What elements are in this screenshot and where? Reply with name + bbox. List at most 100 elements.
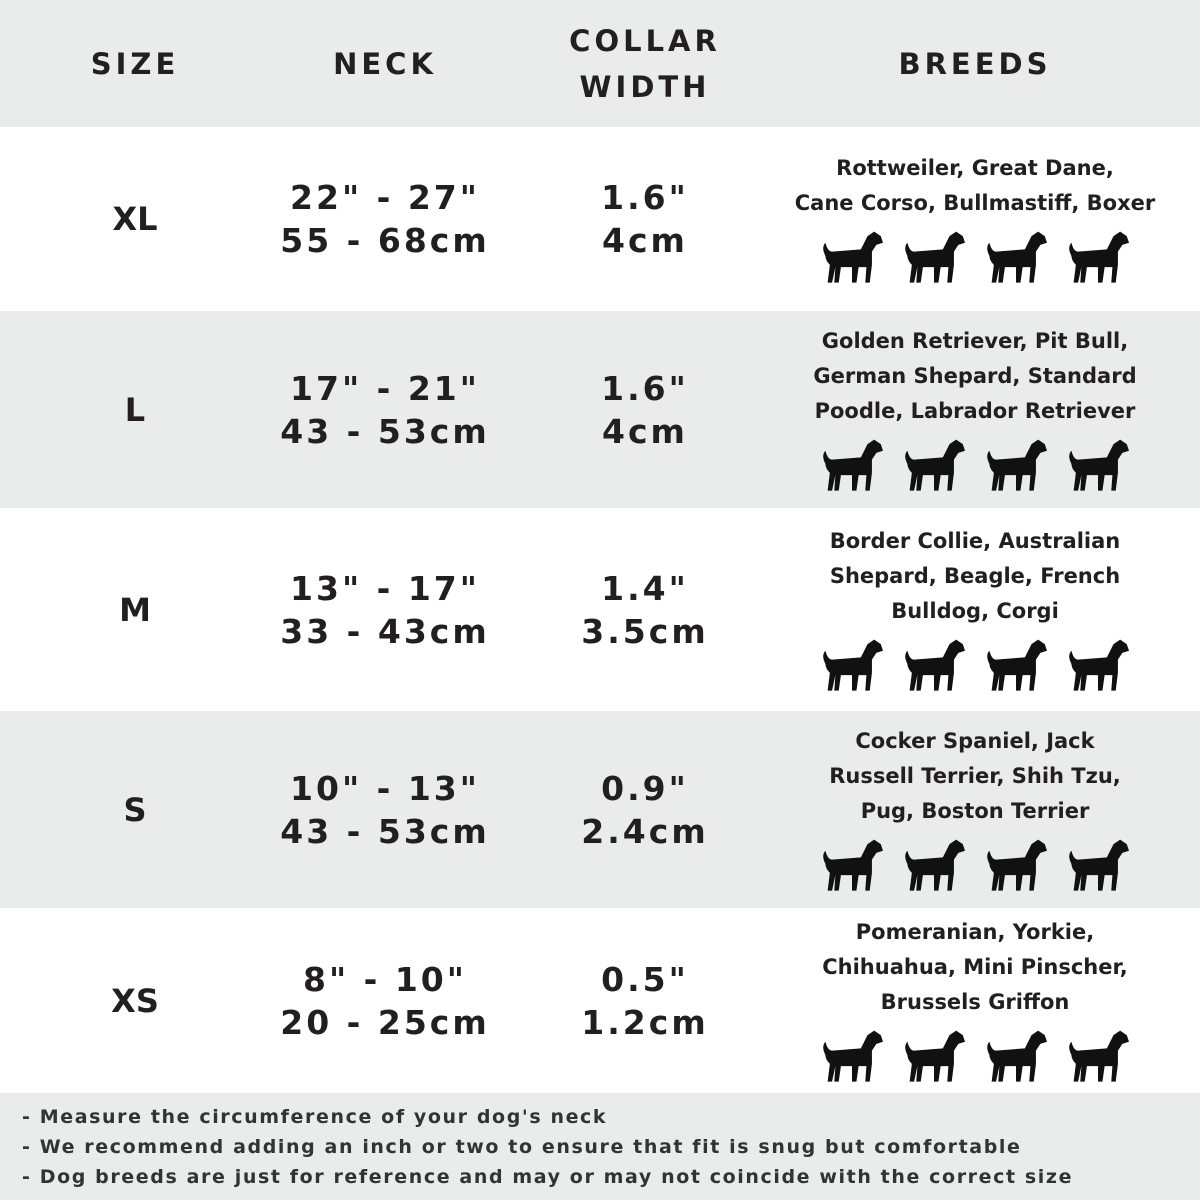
header-cell: COLLAR WIDTH <box>530 0 760 127</box>
breed-text: Poodle, Labrador Retriever <box>814 399 1136 423</box>
header-cell: BREEDS <box>770 0 1180 127</box>
collar-text: 4cm <box>602 411 688 451</box>
neck-text: 33 - 43cm <box>280 611 490 651</box>
breeds-cell: Rottweiler, Great Dane, Cane Corso, Bullm… <box>770 127 1180 311</box>
collar-cell: 1.6" 4cm <box>530 311 760 508</box>
dog-icon <box>900 433 968 495</box>
size-cell: L <box>30 311 240 508</box>
size-cell: XS <box>30 908 240 1093</box>
breed-text: Brussels Griffon <box>880 990 1070 1014</box>
breed-text: Border Collie, Australian <box>829 529 1121 553</box>
neck-text: 20 - 25cm <box>280 1002 490 1042</box>
header-cell: SIZE <box>30 0 240 127</box>
size-label: S <box>123 790 147 829</box>
dog-icon <box>818 225 886 287</box>
note: - We recommend adding an inch or two to … <box>22 1135 1022 1158</box>
breed-icons <box>818 633 1132 695</box>
neck-text: 43 - 53cm <box>280 411 490 451</box>
dog-icon <box>982 633 1050 695</box>
table-row: XS 8" - 10" 20 - 25cm 0.5" 1.2cm Pomeranian, … <box>0 908 1200 1093</box>
dog-icon <box>818 833 886 895</box>
neck-cell: 8" - 10" 20 - 25cm <box>250 908 520 1093</box>
dog-icon <box>818 433 886 495</box>
collar-text: 1.6" <box>601 178 689 217</box>
dog-icon <box>1064 433 1132 495</box>
dog-icon <box>818 1024 886 1086</box>
dog-icon <box>1064 633 1132 695</box>
header: SIZE NECK COLLAR WIDTH BREEDS <box>0 0 1200 127</box>
dog-icon <box>818 633 886 695</box>
neck-text: 13" - 17" <box>290 568 480 608</box>
breeds-cell: Border Collie, Australian Shepard, Beagle… <box>770 508 1180 711</box>
neck-cell: 10" - 13" 43 - 53cm <box>250 711 520 908</box>
dog-icon <box>982 433 1050 495</box>
collar-text: 0.9" <box>601 768 689 808</box>
header-text: WIDTH <box>579 69 711 104</box>
collar-text: 1.2cm <box>581 1002 709 1042</box>
breed-icons <box>818 225 1132 287</box>
breeds-cell: Cocker Spaniel, Jack Russell Terrier, Shi… <box>770 711 1180 908</box>
collar-text: 1.4" <box>601 568 689 608</box>
size-cell: S <box>30 711 240 908</box>
breed-text: Russell Terrier, Shih Tzu, <box>829 764 1121 788</box>
size-label: XL <box>112 200 158 238</box>
collar-cell: 1.6" 4cm <box>530 127 760 311</box>
neck-text: 8" - 10" <box>303 959 467 999</box>
size-cell: XL <box>30 127 240 311</box>
collar-text: 2.4cm <box>581 811 709 851</box>
note: - Dog breeds are just for reference and … <box>22 1165 1074 1188</box>
neck-text: 43 - 53cm <box>280 811 490 851</box>
dog-icon <box>1064 833 1132 895</box>
dog-icon <box>900 1024 968 1086</box>
breed-text: Pug, Boston Terrier <box>860 799 1090 823</box>
collar-text: 4cm <box>602 221 688 260</box>
header-text: BREEDS <box>898 46 1052 81</box>
breed-text: Cocker Spaniel, Jack <box>855 729 1095 753</box>
neck-text: 17" - 21" <box>290 368 480 408</box>
breeds-cell: Pomeranian, Yorkie, Chihuahua, Mini Pinsc… <box>770 908 1180 1093</box>
dog-icon <box>982 833 1050 895</box>
breed-text: Cane Corso, Bullmastiff, Boxer <box>794 191 1156 215</box>
size-label: M <box>119 590 151 629</box>
breed-icons <box>818 1024 1132 1086</box>
dog-icon <box>982 225 1050 287</box>
table-row: XL 22" - 27" 55 - 68cm 1.6" 4cm Rottweiler, G… <box>0 127 1200 311</box>
breed-icons <box>818 433 1132 495</box>
table-row: M 13" - 17" 33 - 43cm 1.4" 3.5cm Border Colli… <box>0 508 1200 711</box>
size-label: L <box>124 390 146 429</box>
breed-text: Pomeranian, Yorkie, <box>855 920 1095 944</box>
header-text: COLLAR <box>569 23 721 58</box>
neck-text: 22" - 27" <box>290 178 480 217</box>
breed-text: Bulldog, Corgi <box>891 599 1059 623</box>
size-cell: M <box>30 508 240 711</box>
breed-text: Chihuahua, Mini Pinscher, <box>822 955 1128 979</box>
breed-text: German Shepard, Standard <box>813 364 1137 388</box>
neck-cell: 13" - 17" 33 - 43cm <box>250 508 520 711</box>
dog-icon <box>900 633 968 695</box>
size-label: XS <box>111 981 159 1020</box>
neck-cell: 17" - 21" 43 - 53cm <box>250 311 520 508</box>
breed-text: Shepard, Beagle, French <box>829 564 1121 588</box>
table-row: S 10" - 13" 43 - 53cm 0.9" 2.4cm Cocker Spani… <box>0 711 1200 908</box>
breed-text: Golden Retriever, Pit Bull, <box>821 329 1129 353</box>
neck-cell: 22" - 27" 55 - 68cm <box>250 127 520 311</box>
dog-icon <box>982 1024 1050 1086</box>
header-text: SIZE <box>90 46 180 81</box>
neck-text: 10" - 13" <box>290 768 480 808</box>
notes: - Measure the circumference of your dog'… <box>0 1093 1200 1200</box>
collar-text: 3.5cm <box>581 611 709 651</box>
collar-text: 1.6" <box>601 368 689 408</box>
collar-cell: 0.9" 2.4cm <box>530 711 760 908</box>
table-row: L 17" - 21" 43 - 53cm 1.6" 4cm Golden Retriev… <box>0 311 1200 508</box>
collar-cell: 1.4" 3.5cm <box>530 508 760 711</box>
dog-icon <box>1064 225 1132 287</box>
header-text: NECK <box>333 46 437 81</box>
collar-text: 0.5" <box>601 959 689 999</box>
dog-icon <box>1064 1024 1132 1086</box>
header-cell: NECK <box>250 0 520 127</box>
dog-icon <box>900 833 968 895</box>
neck-text: 55 - 68cm <box>280 221 490 260</box>
note: - Measure the circumference of your dog'… <box>22 1105 608 1128</box>
breed-text: Rottweiler, Great Dane, <box>836 156 1114 180</box>
